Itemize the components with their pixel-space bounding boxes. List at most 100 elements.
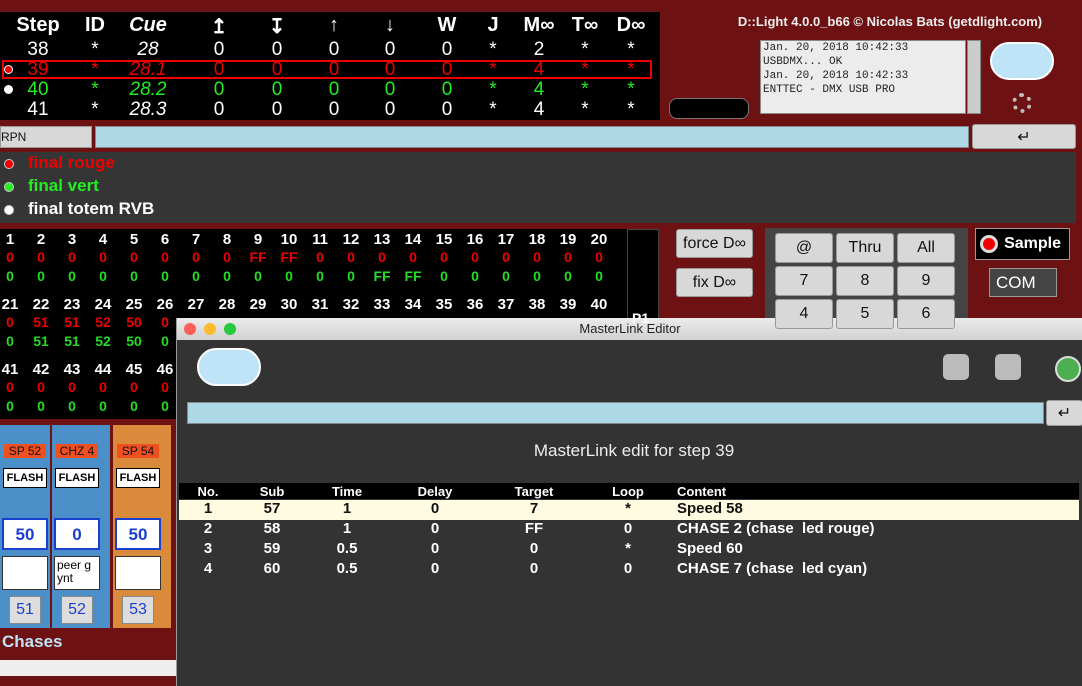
channel-number[interactable]: 35 [435,296,453,313]
cell[interactable]: FF [524,520,544,537]
cell[interactable]: 4 [203,560,213,577]
cell[interactable]: 0.5 [336,560,358,577]
channel-number[interactable]: 4 [98,231,108,248]
flash-button[interactable]: FLASH [55,468,99,488]
keypad-key[interactable]: @ [775,233,833,263]
add-db-icon[interactable] [943,354,969,380]
command-input[interactable] [95,126,969,148]
fader-note[interactable]: peer g ynt [54,556,100,590]
close-button[interactable] [184,323,196,335]
cell[interactable]: 1 [203,500,213,517]
channel-number[interactable]: 5 [129,231,139,248]
cell[interactable]: CHASE 2 (chase led rouge) [677,520,875,537]
fader-note[interactable] [2,556,48,590]
flash-button[interactable]: FLASH [3,468,47,488]
channel-number[interactable]: 26 [156,296,174,313]
keypad-key[interactable]: 7 [775,266,833,296]
channel-number[interactable]: 37 [497,296,515,313]
cell[interactable]: 1 [342,500,352,517]
channel-number[interactable]: 36 [466,296,484,313]
side-button[interactable]: fix D∞ [676,268,753,297]
cell[interactable]: 0 [430,520,440,537]
channel-number[interactable]: 22 [32,296,50,313]
channel-number[interactable]: 32 [342,296,360,313]
fader-note[interactable] [115,556,161,590]
zoom-button[interactable] [224,323,236,335]
settings-icon[interactable] [1012,93,1032,113]
channel-number[interactable]: 12 [342,231,360,248]
side-button[interactable]: force D∞ [676,229,753,258]
group-label[interactable]: final rouge [28,153,115,172]
flash-button[interactable]: FLASH [116,468,160,488]
enter-button[interactable]: ↵ [972,124,1076,149]
cell[interactable]: 59 [263,540,281,557]
keypad-key[interactable]: 4 [775,299,833,329]
info-icon[interactable] [1055,356,1081,382]
channel-number[interactable]: 45 [125,361,143,378]
channel-number[interactable]: 13 [373,231,391,248]
keypad-key[interactable]: 5 [836,299,894,329]
cell[interactable]: Speed 58 [677,500,743,517]
cell[interactable]: 0 [529,540,539,557]
channel-number[interactable]: 27 [187,296,205,313]
minimize-button[interactable] [204,323,216,335]
port-select[interactable]: COM [989,268,1057,297]
channel-number[interactable]: 34 [404,296,422,313]
channel-number[interactable]: 44 [94,361,112,378]
mode-select[interactable]: RPN [0,126,92,148]
channel-number[interactable]: 21 [1,296,19,313]
channel-number[interactable]: 10 [280,231,298,248]
channel-number[interactable]: 16 [466,231,484,248]
channel-number[interactable]: 24 [94,296,112,313]
enter-button[interactable]: ↵ [1046,400,1082,426]
group-label[interactable]: final vert [28,176,99,195]
channel-number[interactable]: 28 [218,296,236,313]
keypad-key[interactable]: 9 [897,266,955,296]
channel-number[interactable]: 41 [1,361,19,378]
channel-number[interactable]: 23 [63,296,81,313]
channel-number[interactable]: 31 [311,296,329,313]
channel-number[interactable]: 30 [280,296,298,313]
cell[interactable]: 2 [203,520,213,537]
keypad-key[interactable]: 8 [836,266,894,296]
keypad-key[interactable]: Thru [836,233,894,263]
cell[interactable]: 57 [263,500,281,517]
channel-number[interactable]: 18 [528,231,546,248]
fader-number[interactable]: 53 [122,596,154,624]
channel-number[interactable]: 15 [435,231,453,248]
cell[interactable]: 0.5 [336,540,358,557]
channel-number[interactable]: 17 [497,231,515,248]
channel-number[interactable]: 33 [373,296,391,313]
cell[interactable]: 3 [203,540,213,557]
channel-number[interactable]: 19 [559,231,577,248]
channel-number[interactable]: 1 [5,231,15,248]
channel-number[interactable]: 29 [249,296,267,313]
cell[interactable]: 7 [529,500,539,517]
channel-number[interactable]: 38 [528,296,546,313]
channel-number[interactable]: 43 [63,361,81,378]
fader-value[interactable]: 0 [54,518,100,550]
channel-number[interactable]: 40 [590,296,608,313]
cell[interactable]: 58 [263,520,281,537]
channel-number[interactable]: 2 [36,231,46,248]
cell[interactable]: CHASE 7 (chase led cyan) [677,560,868,577]
fader-number[interactable]: 52 [61,596,93,624]
fader-number[interactable]: 51 [9,596,41,624]
cell[interactable]: 1 [342,520,352,537]
cell[interactable]: * [625,540,631,557]
cell[interactable]: * [625,500,631,517]
channel-number[interactable]: 7 [191,231,201,248]
keypad-key[interactable]: All [897,233,955,263]
cell[interactable]: Speed 60 [677,540,743,557]
channel-number[interactable]: 6 [160,231,170,248]
cell[interactable]: 0 [430,540,440,557]
channel-number[interactable]: 8 [222,231,232,248]
keypad-key[interactable]: 6 [897,299,955,329]
channel-number[interactable]: 9 [253,231,263,248]
remove-db-icon[interactable] [995,354,1021,380]
channel-number[interactable]: 39 [559,296,577,313]
group-label[interactable]: final totem RVB [28,199,155,218]
channel-number[interactable]: 14 [404,231,422,248]
channel-number[interactable]: 25 [125,296,143,313]
cell[interactable]: 60 [263,560,281,577]
